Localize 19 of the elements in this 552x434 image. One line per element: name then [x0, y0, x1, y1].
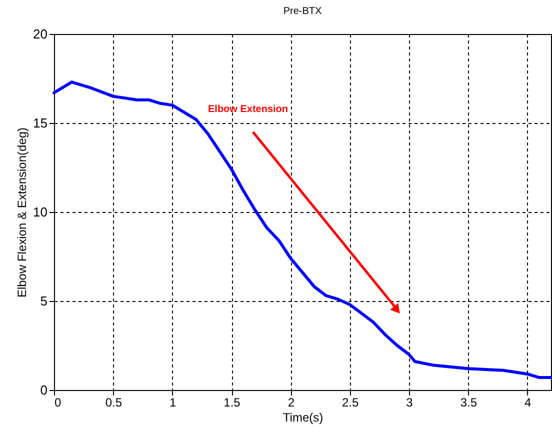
x-tick-label: 4	[524, 396, 532, 410]
y-tick-label: 10	[33, 204, 48, 220]
line-series	[52, 80, 552, 380]
y-tick-label: 20	[33, 26, 48, 42]
x-tick-label: 0.5	[105, 396, 122, 410]
x-tick-label: 0	[54, 396, 62, 410]
y-tick-label: 5	[40, 294, 48, 308]
x-tick-label: 3.5	[460, 396, 478, 410]
x-tick-label: 3	[406, 396, 414, 410]
y-tick-label: 15	[33, 116, 48, 130]
x-tick-label: 1	[169, 396, 176, 410]
x-axis-title: Time(s)	[282, 410, 324, 424]
x-tick-label: 2.5	[342, 396, 359, 410]
y-tick-label: 0	[40, 382, 48, 398]
annotation: Elbow Extension	[208, 104, 288, 115]
x-tick-label: 1.5	[224, 396, 241, 410]
x-tick-label: 2	[288, 396, 295, 410]
y-axis-title: Elbow Flexion & Extension(deg)	[15, 127, 30, 298]
chart-title: Pre-BTX	[283, 6, 322, 17]
